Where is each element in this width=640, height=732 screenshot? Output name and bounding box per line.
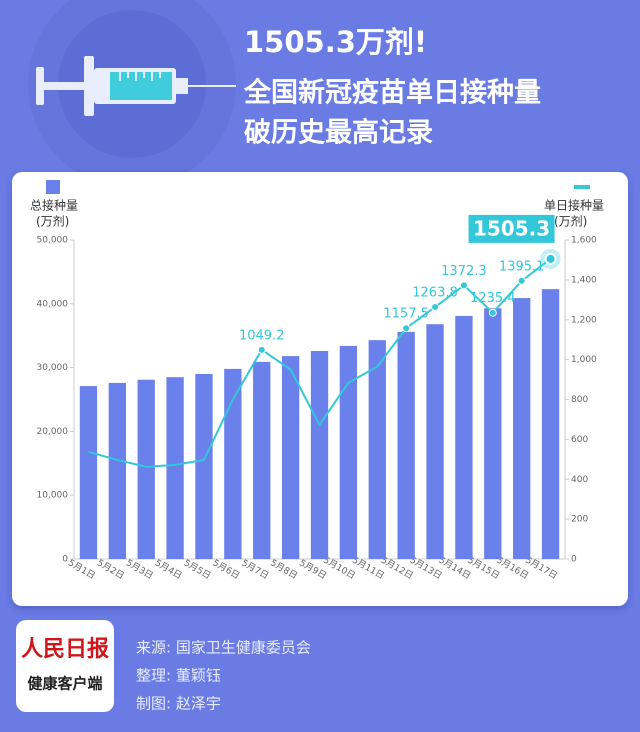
syringe-icon: [28, 0, 236, 188]
bar: [513, 298, 531, 559]
bar: [368, 340, 386, 559]
y-tick-label: 40,000: [37, 299, 69, 309]
logo-box: [16, 620, 114, 712]
logo-subtext: 健康客户端: [27, 675, 102, 693]
y2-tick-label: 800: [571, 395, 588, 405]
point: [488, 308, 497, 317]
legend-label: 单日接种量: [544, 198, 604, 213]
bar: [166, 377, 184, 559]
point: [257, 345, 266, 354]
y-tick-label: 20,000: [37, 427, 69, 437]
y2-tick-label: 600: [571, 435, 588, 445]
bar: [195, 373, 213, 559]
y2-tick-label: 400: [571, 475, 588, 485]
data-label: 1235.4: [470, 291, 516, 306]
bar: [253, 361, 271, 559]
bar: [281, 356, 300, 559]
bar: [541, 289, 560, 559]
highlight-label-box: [468, 214, 555, 243]
bar: [79, 386, 98, 559]
data-label: 1372.3: [441, 264, 487, 279]
bar: [339, 345, 358, 559]
legend-swatch: [46, 180, 60, 194]
point: [544, 252, 557, 265]
line: [88, 258, 552, 468]
bar: [224, 368, 242, 559]
y2-tick-label: 1,400: [571, 275, 597, 285]
credit: 来源: 国家卫生健康委员会: [136, 639, 311, 657]
point: [431, 303, 440, 312]
y-tick-label: 30,000: [37, 363, 69, 373]
y-tick-label: 0: [62, 555, 68, 565]
title: 1505.3万剂!: [244, 25, 427, 59]
y2-tick-label: 200: [571, 515, 588, 525]
bar: [397, 331, 415, 559]
y2-tick-label: 1,200: [571, 315, 597, 325]
bar: [426, 324, 444, 559]
y-tick-label: 50,000: [37, 236, 69, 246]
legend-swatch: [574, 185, 590, 189]
data-label: 1263.8: [412, 286, 458, 301]
data-label: 1157.5: [383, 307, 429, 322]
y-tick-label: 10,000: [37, 491, 69, 501]
bar: [310, 351, 329, 559]
legend-unit: (万剂): [36, 214, 69, 229]
point: [459, 281, 468, 290]
y2-tick-label: 1,000: [571, 355, 597, 365]
bar: [455, 315, 473, 559]
credit: 制图: 赵泽宇: [136, 695, 221, 713]
bar: [137, 379, 155, 559]
y2-tick-label: 0: [571, 555, 577, 565]
point: [517, 276, 526, 285]
point: [402, 324, 411, 333]
highlight-label: 1505.3: [473, 216, 550, 240]
subtitle-line: 全国新冠疫苗单日接种量: [243, 77, 541, 109]
y2-tick-label: 1,600: [571, 236, 597, 246]
bar: [108, 382, 126, 559]
legend-unit: (万剂): [554, 214, 587, 229]
data-label: 1049.2: [239, 328, 285, 343]
credit: 整理: 董颖钰: [136, 667, 221, 685]
bar: [484, 308, 502, 559]
subtitle-line: 破历史最高记录: [244, 117, 433, 149]
legend-label: 总接种量: [30, 198, 78, 213]
logo-text: 人民日报: [21, 636, 109, 662]
data-label: 1395.1: [499, 259, 545, 274]
